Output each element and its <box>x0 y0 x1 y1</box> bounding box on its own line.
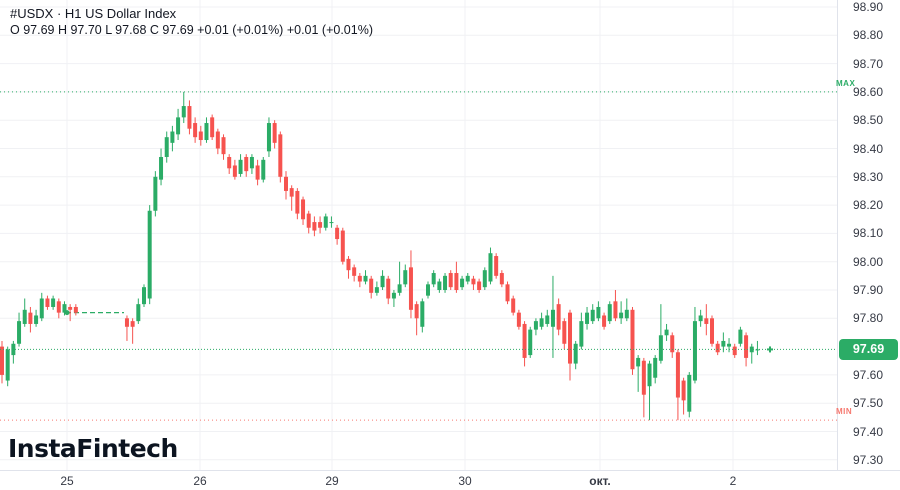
time-tick-label: окт. <box>589 474 611 488</box>
price-tick-label: 98.80 <box>853 28 884 43</box>
price-tick-label: 98.30 <box>853 169 884 184</box>
time-tick-label: 30 <box>458 474 472 488</box>
price-tick-label: 98.90 <box>853 0 884 14</box>
price-tick-label: 98.50 <box>853 113 884 128</box>
quote-header: #USDX · H1 US Dollar Index O 97.69 H 97.… <box>10 5 373 39</box>
price-tick-label: 98.70 <box>853 56 884 71</box>
price-tick-label: 98.40 <box>853 141 884 156</box>
broker-logo: InstaFintech <box>8 434 178 463</box>
price-tick-label: 97.50 <box>853 396 884 411</box>
max-level-label: MAX <box>836 78 856 88</box>
price-tick-label: 98.00 <box>853 254 884 269</box>
time-tick-label: 29 <box>325 474 339 488</box>
price-tick-label: 97.30 <box>853 452 884 467</box>
time-tick-label: 2 <box>729 474 737 488</box>
price-tick-label: 98.10 <box>853 226 884 241</box>
price-tick-label: 97.40 <box>853 424 884 439</box>
price-tick-label: 98.20 <box>853 198 884 213</box>
ohlc-readout: O 97.69 H 97.70 L 97.68 C 97.69 +0.01 (+… <box>10 23 373 37</box>
price-axis[interactable]: 98.90 98.80 98.70 98.60 98.50 98.40 98.30 98.20… <box>837 0 900 470</box>
symbol-title: #USDX · H1 US Dollar Index <box>10 6 177 21</box>
time-tick-label: 26 <box>193 474 207 488</box>
price-tick-label: 97.80 <box>853 311 884 326</box>
price-tick-label: 97.90 <box>853 283 884 297</box>
candlestick-chart[interactable] <box>0 0 837 470</box>
time-tick-label: 25 <box>60 474 74 488</box>
price-tick-label: 98.60 <box>853 84 884 99</box>
time-axis[interactable]: 25 26 29 30 окт. 2 <box>0 470 900 490</box>
min-level-label: MIN <box>836 407 853 417</box>
current-price-badge: 97.69 <box>839 338 898 360</box>
price-tick-label: 97.60 <box>853 367 884 382</box>
